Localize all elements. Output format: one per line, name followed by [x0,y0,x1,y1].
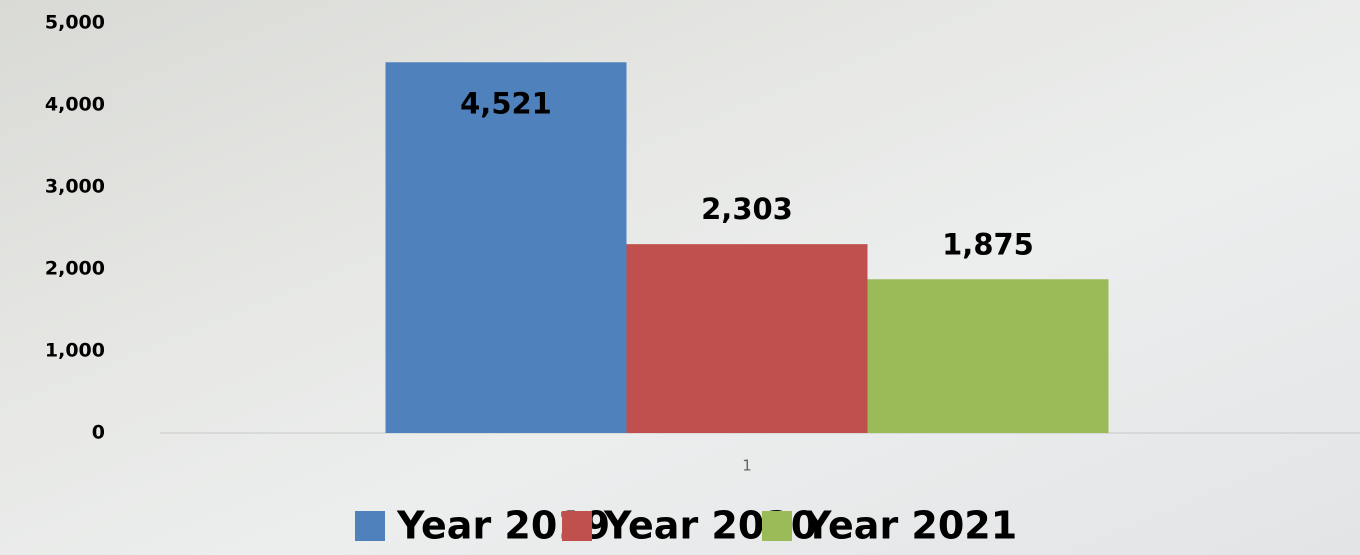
data-label: 4,521 [460,86,552,120]
y-tick-label: 3,000 [45,176,105,198]
legend-swatch [562,511,592,541]
y-tick-label: 5,000 [45,12,105,34]
y-tick-label: 1,000 [45,340,105,362]
page: {"chart_data": {"type": "bar", "categori… [0,0,1360,555]
legend-swatch [762,511,792,541]
y-tick-label: 2,000 [45,258,105,280]
y-tick-label: 0 [92,422,105,444]
legend-swatch [355,511,385,541]
data-label: 1,875 [942,227,1034,261]
data-label: 2,303 [701,192,793,226]
bar [627,244,868,433]
chart: 0 1,000 2,000 3,000 4,000 5,000 1 4,521 2,303 1,8… [0,0,1360,555]
bar [868,279,1109,433]
y-tick-label: 4,000 [45,94,105,116]
x-tick-label: 1 [742,457,752,475]
legend-label: Year 2021 [803,504,1017,548]
